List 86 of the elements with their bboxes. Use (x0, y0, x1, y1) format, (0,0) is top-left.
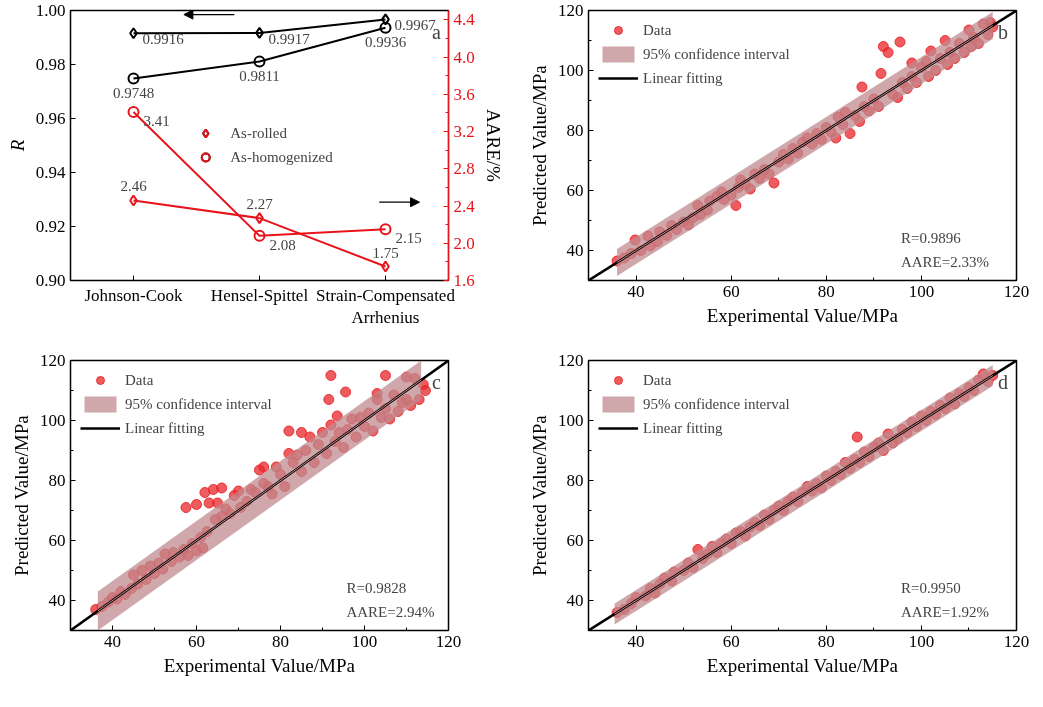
y-tick-label: 80 (48, 471, 66, 490)
annotation: R=0.9828 (346, 579, 407, 596)
annotation: AARE=2.33% (900, 253, 989, 270)
x-tick-label: 100 (908, 281, 935, 301)
annotation: R=0.9896 (900, 229, 962, 246)
x-axis-title: Experimental Value/MPa (706, 654, 899, 676)
legend-label: Data (643, 21, 672, 39)
y-tick-label: 0.96 (35, 109, 66, 128)
x-tick-label: 100 (351, 631, 378, 651)
data-label: 2.27 (246, 196, 274, 213)
legend-label: Linear fitting (643, 419, 723, 437)
y2-tick-label: 2.8 (453, 159, 475, 179)
annotation: d (997, 371, 1008, 394)
y-tick-label: 40 (48, 591, 66, 610)
legend-label: 95% confidence interval (643, 45, 790, 63)
data-label: 2.08 (269, 236, 296, 253)
x-tick-label: 120 (435, 631, 462, 651)
y-tick-label: 0.94 (35, 163, 66, 182)
y-tick-label: 100 (40, 411, 66, 430)
x-tick-label: 120 (1003, 631, 1030, 651)
legend-label: 95% confidence interval (643, 395, 790, 413)
legend-label: Linear fitting (125, 419, 205, 437)
y-tick-label: 40 (566, 241, 584, 260)
y-tick-label: 120 (558, 351, 584, 370)
y-tick-label: 120 (40, 351, 66, 370)
y-axis-title: R (6, 139, 28, 153)
y2-tick-label: 2.4 (453, 196, 476, 216)
data-label: 0.9811 (239, 67, 280, 84)
x-tick-label: 40 (627, 281, 645, 301)
data-label: 2.15 (395, 230, 422, 247)
x-tick-label: 100 (908, 631, 935, 651)
data-label: 1.75 (372, 244, 399, 261)
data-label: 0.9936 (364, 33, 407, 50)
y2-tick-label: 4.0 (453, 47, 475, 67)
x-tick-label: 40 (104, 631, 121, 651)
annotation: R=0.9950 (900, 579, 961, 596)
x-tick-label: 80 (272, 631, 289, 651)
y2-tick-label: 1.6 (453, 271, 475, 290)
y-tick-label: 100 (558, 61, 584, 80)
legend-label: Data (125, 371, 154, 389)
y-tick-label: 0.90 (35, 271, 66, 290)
y2-tick-label: 4.4 (453, 10, 476, 30)
annotation: c (432, 371, 442, 394)
y-tick-label: 0.98 (35, 55, 66, 74)
data-label: 3.41 (143, 112, 170, 129)
annotation: b (997, 21, 1008, 44)
data-label: 0.9916 (142, 31, 185, 48)
y2-tick-label: 2.0 (453, 233, 475, 253)
legend-label: Data (643, 371, 672, 389)
x-tick-label: Hensel-Spittel (210, 285, 309, 305)
annotation: AARE=2.94% (346, 603, 435, 620)
y-tick-label: 60 (566, 181, 584, 200)
x-tick-label: 120 (1003, 281, 1030, 301)
legend-label: As-rolled (230, 124, 287, 142)
y-tick-label: 100 (558, 411, 584, 430)
y2-tick-label: 3.2 (453, 122, 475, 142)
data-label: 2.46 (120, 178, 148, 195)
y-axis-title: Predicted Value/MPa (529, 64, 550, 226)
y2-tick-label: 3.6 (453, 84, 475, 104)
x-tick-label: 60 (722, 281, 740, 301)
y-tick-label: 1.00 (35, 1, 66, 20)
x-tick-label: 60 (188, 631, 205, 651)
y-tick-label: 0.92 (35, 217, 66, 236)
y-tick-label: 40 (566, 591, 584, 610)
legend-label: 95% confidence interval (125, 395, 272, 413)
legend-label: Linear fitting (643, 69, 723, 87)
x-axis-title: Experimental Value/MPa (706, 304, 899, 326)
y-tick-label: 60 (566, 531, 584, 550)
x-tick-label: Strain-Compensated Arrhenius (316, 285, 456, 328)
x-tick-label: 80 (817, 631, 835, 651)
data-label: 0.9748 (112, 84, 155, 101)
y-axis-title: Predicted Value/MPa (11, 414, 32, 576)
y-axis-title: Predicted Value/MPa (529, 414, 550, 576)
x-axis-title: Experimental Value/MPa (163, 654, 356, 676)
x-tick-label: 40 (627, 631, 645, 651)
x-tick-label: Johnson-Cook (84, 285, 184, 305)
y-tick-label: 60 (48, 531, 66, 550)
annotation: AARE=1.92% (900, 603, 989, 620)
x-tick-label: 60 (722, 631, 740, 651)
data-label: 0.9917 (268, 30, 311, 47)
legend-label: As-homogenized (230, 148, 333, 166)
y2-axis-title: AARE/% (482, 109, 504, 183)
y-tick-label: 120 (558, 1, 584, 20)
y-tick-label: 80 (566, 471, 584, 490)
y-tick-label: 80 (566, 121, 584, 140)
x-tick-label: 80 (817, 281, 835, 301)
